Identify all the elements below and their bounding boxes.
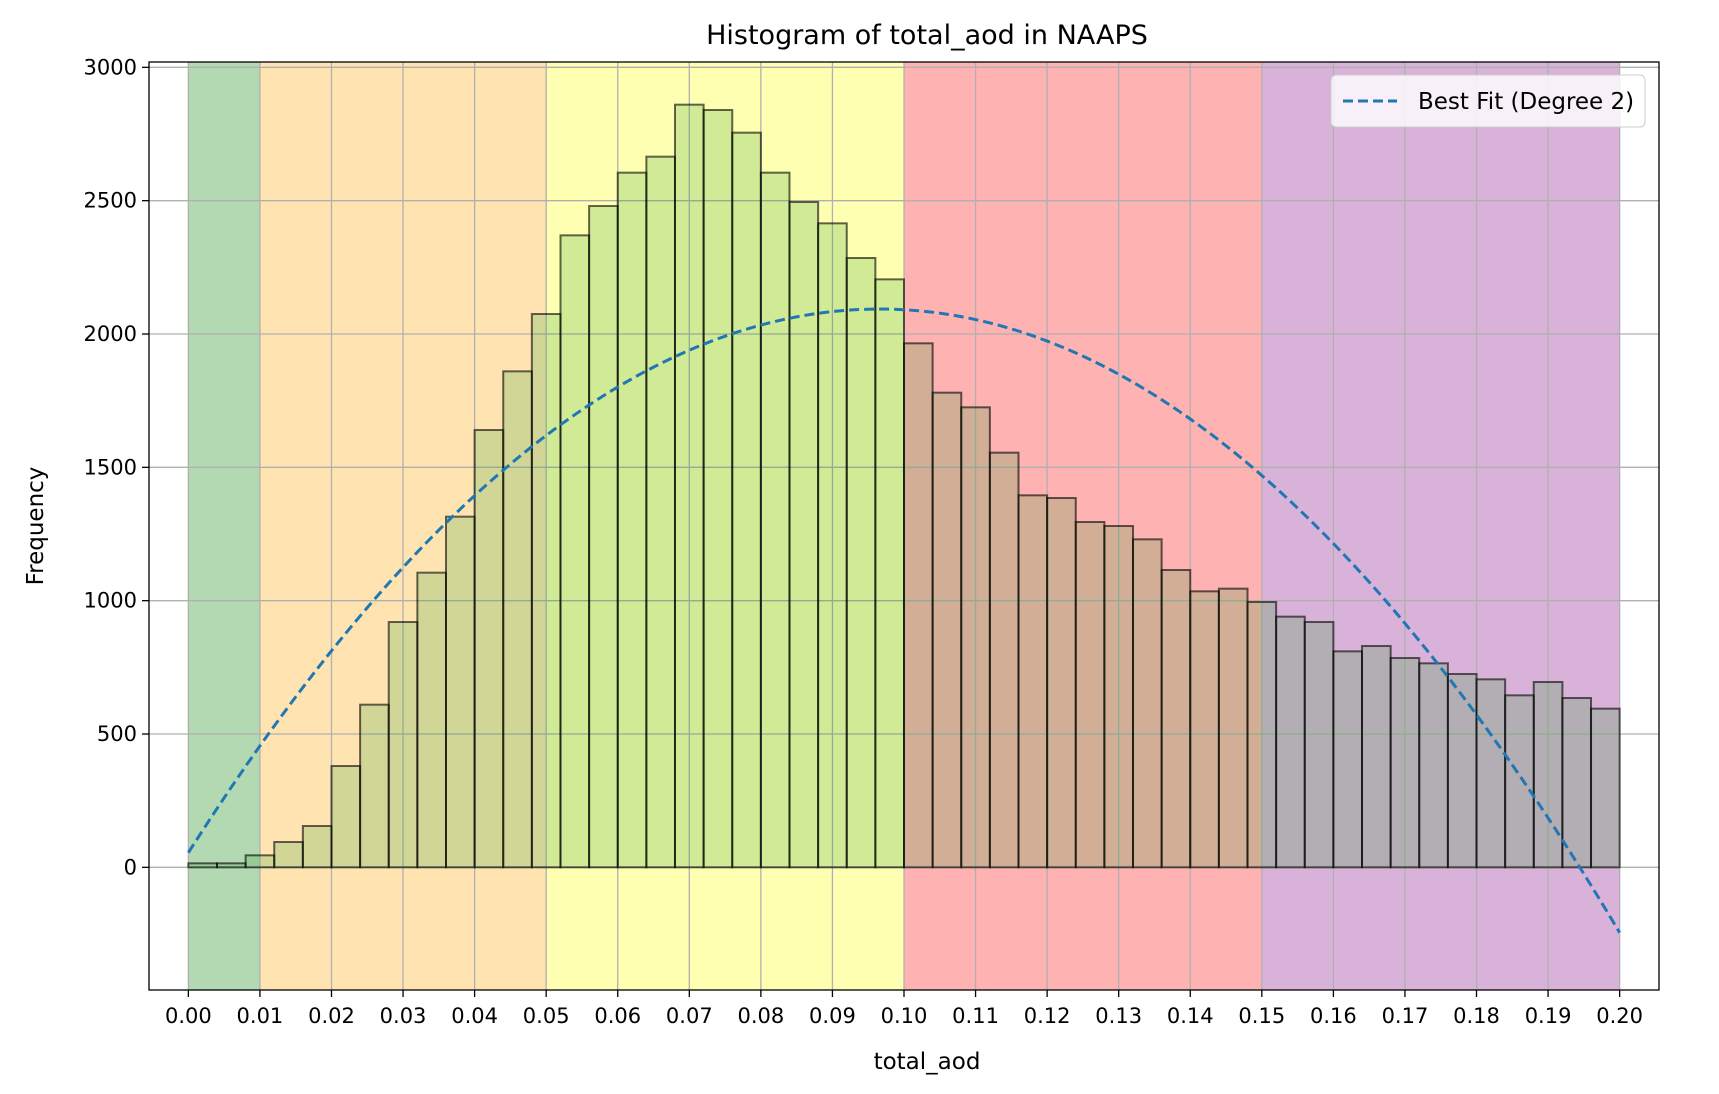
histogram-bar <box>1160 569 1192 869</box>
histogram-bar <box>1475 678 1507 869</box>
x-tick-label: 0.16 <box>1310 1004 1357 1028</box>
histogram-bar <box>416 571 447 869</box>
histogram-bar <box>702 109 734 869</box>
histogram-bar <box>960 406 991 869</box>
x-tick-label: 0.17 <box>1382 1004 1429 1028</box>
histogram-bar <box>1446 673 1478 869</box>
y-axis-ticks: 0 500 1000 1500 2000 2500 3000 <box>84 55 149 879</box>
x-tick-label: 0.20 <box>1596 1004 1643 1028</box>
histogram-bar <box>1332 650 1364 869</box>
histogram-bar <box>273 841 304 869</box>
x-axis-label: total_aod <box>874 1049 981 1075</box>
x-tick-label: 0.19 <box>1525 1004 1572 1028</box>
y-tick-label: 1500 <box>84 455 137 479</box>
histogram-bar <box>645 155 676 869</box>
histogram-bar <box>1303 621 1335 869</box>
histogram-bar <box>530 313 562 869</box>
x-tick-label: 0.08 <box>737 1004 784 1028</box>
histogram-bar <box>1389 657 1421 869</box>
histogram-bar <box>1217 587 1249 869</box>
histogram-bar <box>1246 601 1278 869</box>
histogram-bar <box>845 257 877 869</box>
histogram-bar <box>359 703 390 869</box>
histogram-bar <box>444 515 476 869</box>
histogram-bar <box>1132 538 1163 869</box>
histogram-bar <box>1590 707 1621 869</box>
x-tick-label: 0.14 <box>1167 1004 1214 1028</box>
legend-fit-label: Best Fit (Degree 2) <box>1418 89 1634 115</box>
histogram-bar <box>616 171 648 869</box>
chart-title: Histogram of total_aod in NAAPS <box>706 20 1148 51</box>
category-band-3 <box>904 62 1262 990</box>
histogram-bar <box>759 171 791 869</box>
x-tick-label: 0.05 <box>523 1004 570 1028</box>
histogram-bar <box>988 451 1020 869</box>
category-band-4 <box>1261 62 1620 990</box>
histogram-bar <box>1361 645 1392 869</box>
histogram-bar <box>1504 694 1535 869</box>
histogram-bar <box>301 825 333 869</box>
y-axis-label: Frequency <box>23 467 49 586</box>
histogram-bar <box>1418 662 1449 869</box>
histogram-bar <box>1046 497 1077 869</box>
y-tick-label: 0 <box>124 855 137 879</box>
histogram-bar <box>559 234 591 869</box>
y-tick-label: 500 <box>97 722 137 746</box>
histogram-bar <box>330 765 362 869</box>
histogram-bar <box>1103 525 1135 869</box>
category-band-2 <box>546 62 904 990</box>
y-tick-label: 1000 <box>84 589 137 613</box>
x-tick-label: 0.02 <box>308 1004 355 1028</box>
x-tick-label: 0.10 <box>881 1004 928 1028</box>
histogram-bar <box>673 103 705 869</box>
legend: Best Fit (Degree 2) <box>1330 74 1646 128</box>
histogram-bar <box>473 429 505 869</box>
histogram-bar <box>788 201 820 869</box>
best-fit-curve <box>187 307 1621 934</box>
histogram-bar <box>874 278 905 869</box>
histogram-bar <box>187 862 218 869</box>
x-tick-label: 0.12 <box>1024 1004 1071 1028</box>
y-tick-label: 2500 <box>84 189 137 213</box>
x-tick-label: 0.03 <box>380 1004 427 1028</box>
histogram-bar <box>1189 590 1220 869</box>
histogram-bars <box>187 103 1621 869</box>
histogram-bar <box>1532 681 1564 869</box>
y-tick-label: 2000 <box>84 322 137 346</box>
x-tick-label: 0.13 <box>1095 1004 1142 1028</box>
x-tick-label: 0.00 <box>165 1004 212 1028</box>
histogram-bar <box>1017 494 1049 869</box>
histogram-bar <box>244 854 276 869</box>
x-tick-label: 0.09 <box>809 1004 856 1028</box>
histogram-bar <box>1275 615 1306 869</box>
x-tick-label: 0.11 <box>952 1004 999 1028</box>
histogram-bar <box>903 342 934 869</box>
x-tick-label: 0.06 <box>594 1004 641 1028</box>
y-tick-label: 3000 <box>84 55 137 79</box>
histogram-bar <box>931 391 963 869</box>
histogram-bar <box>1074 521 1106 869</box>
histogram-bar <box>1561 697 1593 869</box>
histogram-bar <box>731 131 762 869</box>
histogram-bar <box>588 205 619 869</box>
histogram-bar <box>817 222 848 869</box>
histogram-bar <box>387 621 419 869</box>
legend-box <box>1330 74 1646 128</box>
histogram-bar <box>502 370 533 869</box>
x-tick-label: 0.15 <box>1238 1004 1285 1028</box>
x-axis-ticks: 0.00 0.01 0.02 0.03 0.04 0.05 0.06 0.07 0.08 0.09… <box>165 990 1643 1028</box>
x-tick-label: 0.07 <box>666 1004 713 1028</box>
x-tick-label: 0.04 <box>451 1004 498 1028</box>
histogram-bar <box>215 862 247 869</box>
x-tick-label: 0.18 <box>1453 1004 1500 1028</box>
best-fit-curve-group <box>187 307 1621 934</box>
x-tick-label: 0.01 <box>237 1004 284 1028</box>
